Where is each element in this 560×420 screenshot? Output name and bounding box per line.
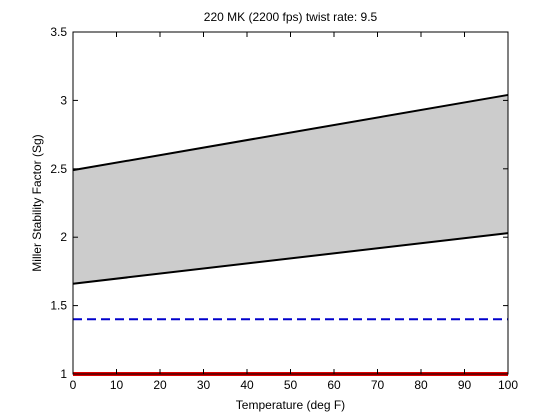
x-tick-label: 90	[458, 378, 472, 392]
x-axis-ticks: 0 10 20 30 40 50 60 70 80 90 100	[70, 32, 518, 392]
y-tick-label: 2	[60, 230, 67, 244]
y-tick-label: 1	[60, 367, 67, 381]
x-tick-label: 10	[110, 378, 124, 392]
chart-title: 220 MK (2200 fps) twist rate: 9.5	[204, 10, 378, 24]
y-tick-label: 3	[60, 93, 67, 107]
y-tick-label: 1.5	[50, 299, 67, 313]
stability-band	[73, 94, 508, 284]
x-tick-label: 30	[197, 378, 211, 392]
y-tick-label: 2.5	[50, 162, 67, 176]
x-tick-label: 50	[284, 378, 298, 392]
series-line-1	[72, 93, 509, 172]
band-layer	[73, 94, 508, 284]
series-line-2	[72, 232, 509, 285]
x-tick-label: 0	[70, 378, 77, 392]
x-tick-label: 20	[153, 378, 167, 392]
x-tick-label: 80	[414, 378, 428, 392]
x-tick-label: 100	[498, 378, 518, 392]
x-axis-label: Temperature (deg F)	[236, 398, 345, 412]
x-tick-label: 60	[327, 378, 341, 392]
y-axis-ticks: 1 1.5 2 2.5 3 3.5	[50, 25, 508, 381]
y-axis-label: Miller Stability Factor (Sg)	[30, 134, 44, 271]
y-tick-label: 3.5	[50, 25, 67, 39]
x-tick-label: 70	[371, 378, 385, 392]
x-tick-label: 40	[240, 378, 254, 392]
